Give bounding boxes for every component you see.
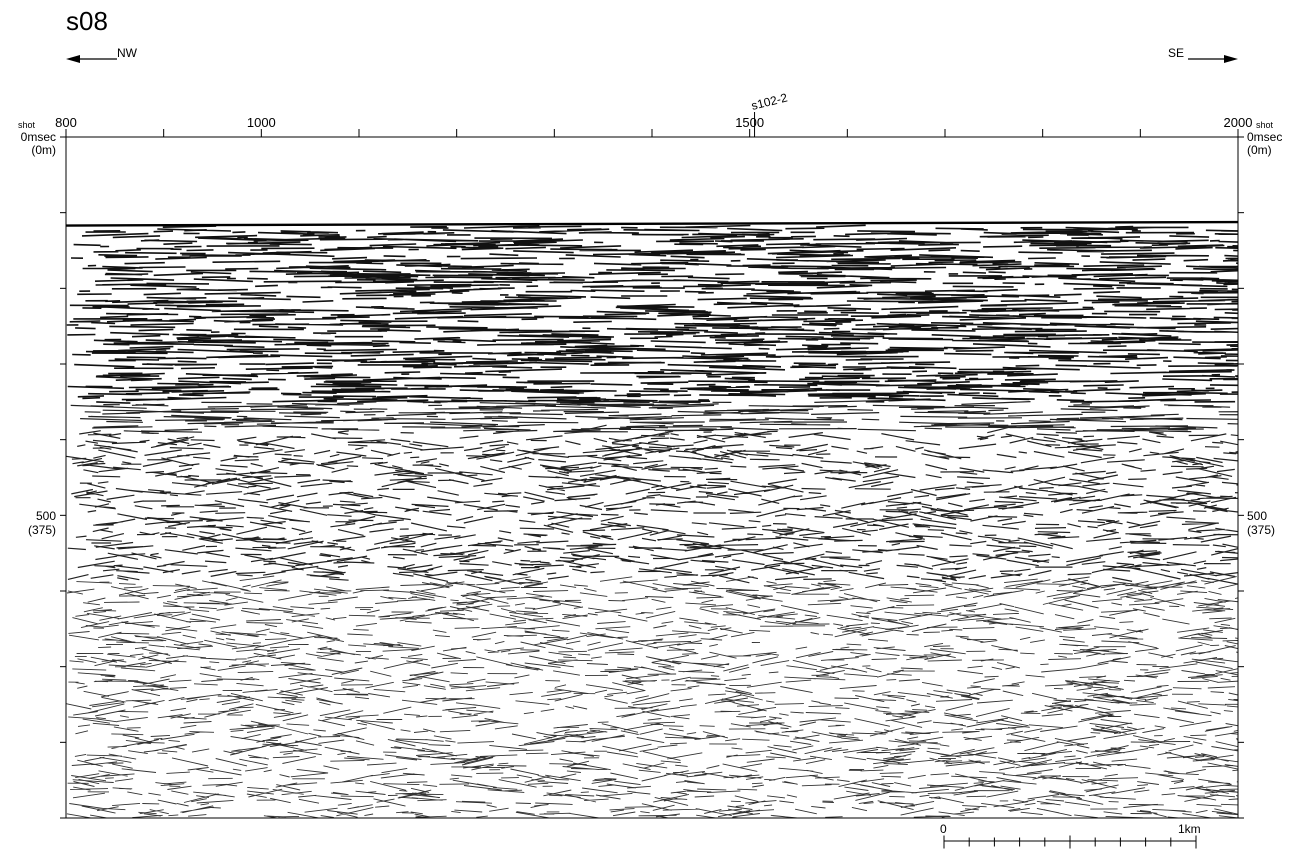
seismic-section (66, 220, 1238, 818)
scale-bar-ticks (943, 835, 1197, 849)
shot-tick-label: 1000 (247, 115, 276, 130)
time-mid-label-left: 500 (36, 509, 56, 523)
depth-mid-label-right: (375) (1247, 523, 1275, 537)
seismic-reflectors (66, 224, 1238, 818)
shot-tick-label: 800 (55, 115, 77, 130)
seafloor-reflector (66, 220, 1238, 227)
direction-left: NW (66, 46, 138, 63)
time-mid-label-right: 500 (1247, 509, 1267, 523)
direction-right: SE (1168, 46, 1238, 63)
shot-tick-label: 1500 (735, 115, 764, 130)
depth-top-label-left: (0m) (31, 143, 56, 157)
shot-tick-label: 2000 (1224, 115, 1253, 130)
arrow-left-head (66, 55, 80, 63)
time-top-label-left: 0msec (21, 130, 56, 144)
reflectors-middle (66, 399, 1238, 588)
scale-bar-end-label: 1km (1178, 822, 1201, 836)
time-axis (60, 136, 1244, 819)
scale-bar: 0 1km (940, 822, 1201, 849)
shot-axis-label-left: shot (18, 120, 36, 130)
direction-right-label: SE (1168, 46, 1184, 60)
tie-line-label: s102-2 (750, 90, 789, 113)
plot-frame (65, 136, 1239, 819)
depth-top-label-right: (0m) (1247, 143, 1272, 157)
shot-axis-label-right: shot (1256, 120, 1274, 130)
figure-title: s08 (66, 6, 108, 36)
arrow-right-head (1224, 55, 1238, 63)
scale-bar-start-label: 0 (940, 822, 947, 836)
shot-axis: 800 1000 1500 2000 (55, 115, 1252, 137)
depth-mid-label-left: (375) (28, 523, 56, 537)
reflectors-deep (66, 575, 1238, 818)
time-top-label-right: 0msec (1247, 130, 1282, 144)
reflectors-shallow (66, 224, 1238, 404)
direction-left-label: NW (117, 46, 138, 60)
